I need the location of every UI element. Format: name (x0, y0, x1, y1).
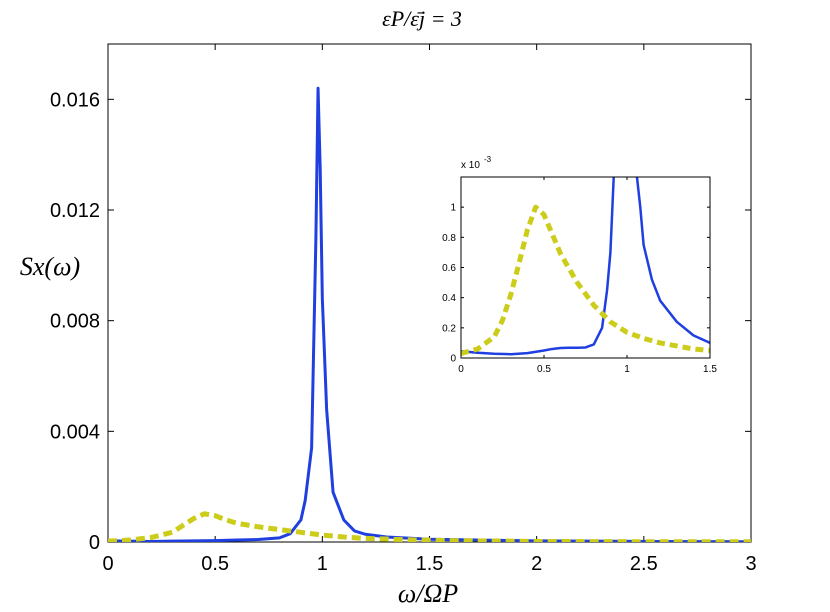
y-axis-label: Sx(ω) (20, 252, 80, 281)
inset-y-tick-label: 0.8 (442, 233, 456, 244)
main-x-tick-label: 1 (317, 553, 328, 575)
main-y-tick-labels: 0 0.004 0.008 0.012 0.016 (50, 89, 100, 554)
inset-y-tick-label: 0.4 (442, 293, 456, 304)
inset-series-line-dashed (461, 204, 710, 356)
inset-series-group (461, 177, 710, 356)
inset-axis-ticks (460, 177, 711, 359)
inset-background (461, 177, 710, 358)
inset-y-tick-label: 0.2 (442, 323, 456, 334)
main-y-tick-label: 0 (89, 532, 100, 554)
inset-scale-exponent: -3 (484, 155, 492, 164)
main-x-tick-label: 2 (531, 553, 542, 575)
inset-x-tick-label: 1.5 (703, 364, 717, 375)
chart-title: εP/ε̄j = 3 (382, 6, 462, 31)
inset-y-tick-label: 0.6 (442, 263, 456, 274)
inset-scale-label: x 10 (461, 160, 480, 171)
inset-y-tick-label: 1 (450, 203, 456, 214)
main-x-tick-label: 0.5 (201, 553, 229, 575)
inset-series-line-solid (461, 177, 710, 356)
main-series-line-solid (108, 86, 751, 542)
inset-y-tick-labels: 0 0.2 0.4 0.6 0.8 1 (442, 203, 456, 365)
main-series-line-dashed (108, 511, 751, 542)
inset-plot: 0 0.5 1 1.5 0 0.2 0.4 0.6 0.8 1 x 10 -3 (442, 155, 717, 375)
inset-series-clip (461, 177, 710, 356)
main-x-tick-labels: 0 0.5 1 1.5 2 2.5 3 (102, 553, 756, 575)
main-plot: 0 0.5 1 1.5 2 2.5 3 0 0.004 0.008 0.012 0.016 εP/ε… (20, 6, 757, 608)
main-series-clip (108, 86, 751, 542)
main-series-group (108, 86, 751, 542)
main-y-tick-label: 0.008 (50, 311, 100, 333)
main-x-tick-label: 2.5 (630, 553, 658, 575)
main-y-tick-label: 0.012 (50, 200, 100, 222)
inset-x-tick-label: 0.5 (537, 364, 551, 375)
inset-x-tick-labels: 0 0.5 1 1.5 (458, 364, 717, 375)
main-x-tick-label: 0 (102, 553, 113, 575)
main-y-tick-label: 0.004 (50, 421, 100, 443)
main-y-tick-label: 0.016 (50, 89, 100, 111)
inset-x-tick-label: 0 (458, 364, 464, 375)
inset-x-tick-label: 1 (624, 364, 630, 375)
main-x-tick-label: 1.5 (416, 553, 444, 575)
x-axis-label: ω/ΩP (398, 579, 458, 608)
main-x-tick-label: 3 (745, 553, 756, 575)
inset-y-tick-label: 0 (450, 354, 456, 365)
